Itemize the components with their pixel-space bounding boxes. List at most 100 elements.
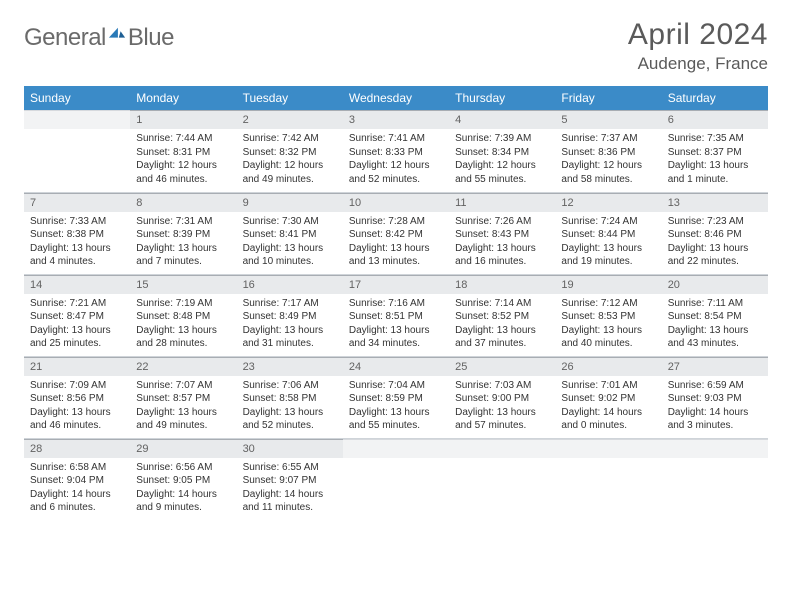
calendar-day-cell: 15Sunrise: 7:19 AMSunset: 8:48 PMDayligh… (130, 274, 236, 356)
daylight-text: Daylight: 13 hours and 28 minutes. (136, 324, 230, 351)
daylight-text: Daylight: 12 hours and 55 minutes. (455, 159, 549, 186)
day-number: 28 (24, 439, 130, 458)
sunrise-text: Sunrise: 7:39 AM (455, 132, 549, 146)
day-details: Sunrise: 7:33 AMSunset: 8:38 PMDaylight:… (24, 212, 130, 273)
calendar-day-cell: 5Sunrise: 7:37 AMSunset: 8:36 PMDaylight… (555, 110, 661, 192)
month-title: April 2024 (628, 18, 768, 52)
day-details: Sunrise: 6:56 AMSunset: 9:05 PMDaylight:… (130, 458, 236, 519)
sunrise-text: Sunrise: 7:41 AM (349, 132, 443, 146)
daylight-text: Daylight: 13 hours and 25 minutes. (30, 324, 124, 351)
calendar-week-row: 1Sunrise: 7:44 AMSunset: 8:31 PMDaylight… (24, 110, 768, 192)
sunrise-text: Sunrise: 6:55 AM (243, 461, 337, 475)
day-number: 22 (130, 357, 236, 376)
sunset-text: Sunset: 8:46 PM (668, 228, 762, 242)
title-block: April 2024 Audenge, France (628, 18, 768, 74)
daylight-text: Daylight: 13 hours and 46 minutes. (30, 406, 124, 433)
header: General Blue April 2024 Audenge, France (24, 18, 768, 74)
day-number: 12 (555, 193, 661, 212)
logo-mark-icon (108, 25, 126, 43)
calendar-day-cell (24, 110, 130, 192)
day-details: Sunrise: 7:21 AMSunset: 8:47 PMDaylight:… (24, 294, 130, 355)
sunset-text: Sunset: 8:33 PM (349, 146, 443, 160)
day-details: Sunrise: 7:23 AMSunset: 8:46 PMDaylight:… (662, 212, 768, 273)
sunrise-text: Sunrise: 7:24 AM (561, 215, 655, 229)
sunset-text: Sunset: 8:43 PM (455, 228, 549, 242)
calendar-day-cell: 19Sunrise: 7:12 AMSunset: 8:53 PMDayligh… (555, 274, 661, 356)
day-number: 16 (237, 275, 343, 294)
daylight-text: Daylight: 13 hours and 13 minutes. (349, 242, 443, 269)
daylight-text: Daylight: 13 hours and 16 minutes. (455, 242, 549, 269)
weekday-header-row: Sunday Monday Tuesday Wednesday Thursday… (24, 86, 768, 110)
daylight-text: Daylight: 14 hours and 11 minutes. (243, 488, 337, 515)
sunrise-text: Sunrise: 7:42 AM (243, 132, 337, 146)
weekday-header: Sunday (24, 86, 130, 110)
calendar-week-row: 14Sunrise: 7:21 AMSunset: 8:47 PMDayligh… (24, 274, 768, 356)
day-number: 4 (449, 110, 555, 129)
calendar-day-cell: 24Sunrise: 7:04 AMSunset: 8:59 PMDayligh… (343, 356, 449, 438)
weekday-header: Saturday (662, 86, 768, 110)
day-number: 2 (237, 110, 343, 129)
day-details: Sunrise: 7:37 AMSunset: 8:36 PMDaylight:… (555, 129, 661, 190)
day-details: Sunrise: 7:17 AMSunset: 8:49 PMDaylight:… (237, 294, 343, 355)
day-details: Sunrise: 6:58 AMSunset: 9:04 PMDaylight:… (24, 458, 130, 519)
day-details: Sunrise: 7:31 AMSunset: 8:39 PMDaylight:… (130, 212, 236, 273)
sunset-text: Sunset: 8:47 PM (30, 310, 124, 324)
day-number: 6 (662, 110, 768, 129)
daylight-text: Daylight: 12 hours and 58 minutes. (561, 159, 655, 186)
calendar-day-cell: 16Sunrise: 7:17 AMSunset: 8:49 PMDayligh… (237, 274, 343, 356)
weekday-header: Thursday (449, 86, 555, 110)
day-number: 10 (343, 193, 449, 212)
sunrise-text: Sunrise: 7:28 AM (349, 215, 443, 229)
sunset-text: Sunset: 9:07 PM (243, 474, 337, 488)
sunrise-text: Sunrise: 7:14 AM (455, 297, 549, 311)
weekday-header: Tuesday (237, 86, 343, 110)
daylight-text: Daylight: 12 hours and 49 minutes. (243, 159, 337, 186)
daylight-text: Daylight: 14 hours and 0 minutes. (561, 406, 655, 433)
day-details: Sunrise: 7:42 AMSunset: 8:32 PMDaylight:… (237, 129, 343, 190)
sunset-text: Sunset: 8:56 PM (30, 392, 124, 406)
sunset-text: Sunset: 8:41 PM (243, 228, 337, 242)
calendar-day-cell: 26Sunrise: 7:01 AMSunset: 9:02 PMDayligh… (555, 356, 661, 438)
day-number (662, 439, 768, 458)
sunset-text: Sunset: 8:39 PM (136, 228, 230, 242)
day-number: 14 (24, 275, 130, 294)
day-details: Sunrise: 7:09 AMSunset: 8:56 PMDaylight:… (24, 376, 130, 437)
day-details: Sunrise: 7:44 AMSunset: 8:31 PMDaylight:… (130, 129, 236, 190)
sunset-text: Sunset: 8:59 PM (349, 392, 443, 406)
day-details: Sunrise: 7:06 AMSunset: 8:58 PMDaylight:… (237, 376, 343, 437)
calendar-week-row: 28Sunrise: 6:58 AMSunset: 9:04 PMDayligh… (24, 438, 768, 520)
sunset-text: Sunset: 8:49 PM (243, 310, 337, 324)
day-number: 24 (343, 357, 449, 376)
sunrise-text: Sunrise: 7:35 AM (668, 132, 762, 146)
day-number: 20 (662, 275, 768, 294)
calendar-week-row: 21Sunrise: 7:09 AMSunset: 8:56 PMDayligh… (24, 356, 768, 438)
brand-name-a: General (24, 24, 106, 52)
day-details: Sunrise: 7:28 AMSunset: 8:42 PMDaylight:… (343, 212, 449, 273)
calendar-day-cell: 4Sunrise: 7:39 AMSunset: 8:34 PMDaylight… (449, 110, 555, 192)
day-number (449, 439, 555, 458)
day-number: 8 (130, 193, 236, 212)
sunrise-text: Sunrise: 7:11 AM (668, 297, 762, 311)
calendar-day-cell: 22Sunrise: 7:07 AMSunset: 8:57 PMDayligh… (130, 356, 236, 438)
day-details: Sunrise: 6:55 AMSunset: 9:07 PMDaylight:… (237, 458, 343, 519)
sunset-text: Sunset: 8:42 PM (349, 228, 443, 242)
day-details (555, 458, 661, 465)
day-details: Sunrise: 7:19 AMSunset: 8:48 PMDaylight:… (130, 294, 236, 355)
calendar-day-cell: 10Sunrise: 7:28 AMSunset: 8:42 PMDayligh… (343, 192, 449, 274)
daylight-text: Daylight: 13 hours and 31 minutes. (243, 324, 337, 351)
sunset-text: Sunset: 8:57 PM (136, 392, 230, 406)
sunrise-text: Sunrise: 7:04 AM (349, 379, 443, 393)
day-number: 1 (130, 110, 236, 129)
sunrise-text: Sunrise: 7:19 AM (136, 297, 230, 311)
day-number: 29 (130, 439, 236, 458)
day-number: 9 (237, 193, 343, 212)
calendar-day-cell (343, 438, 449, 520)
day-details: Sunrise: 7:39 AMSunset: 8:34 PMDaylight:… (449, 129, 555, 190)
daylight-text: Daylight: 13 hours and 57 minutes. (455, 406, 549, 433)
day-details (449, 458, 555, 465)
day-details: Sunrise: 6:59 AMSunset: 9:03 PMDaylight:… (662, 376, 768, 437)
daylight-text: Daylight: 13 hours and 37 minutes. (455, 324, 549, 351)
calendar-day-cell: 14Sunrise: 7:21 AMSunset: 8:47 PMDayligh… (24, 274, 130, 356)
day-details (343, 458, 449, 465)
calendar-table: Sunday Monday Tuesday Wednesday Thursday… (24, 86, 768, 520)
